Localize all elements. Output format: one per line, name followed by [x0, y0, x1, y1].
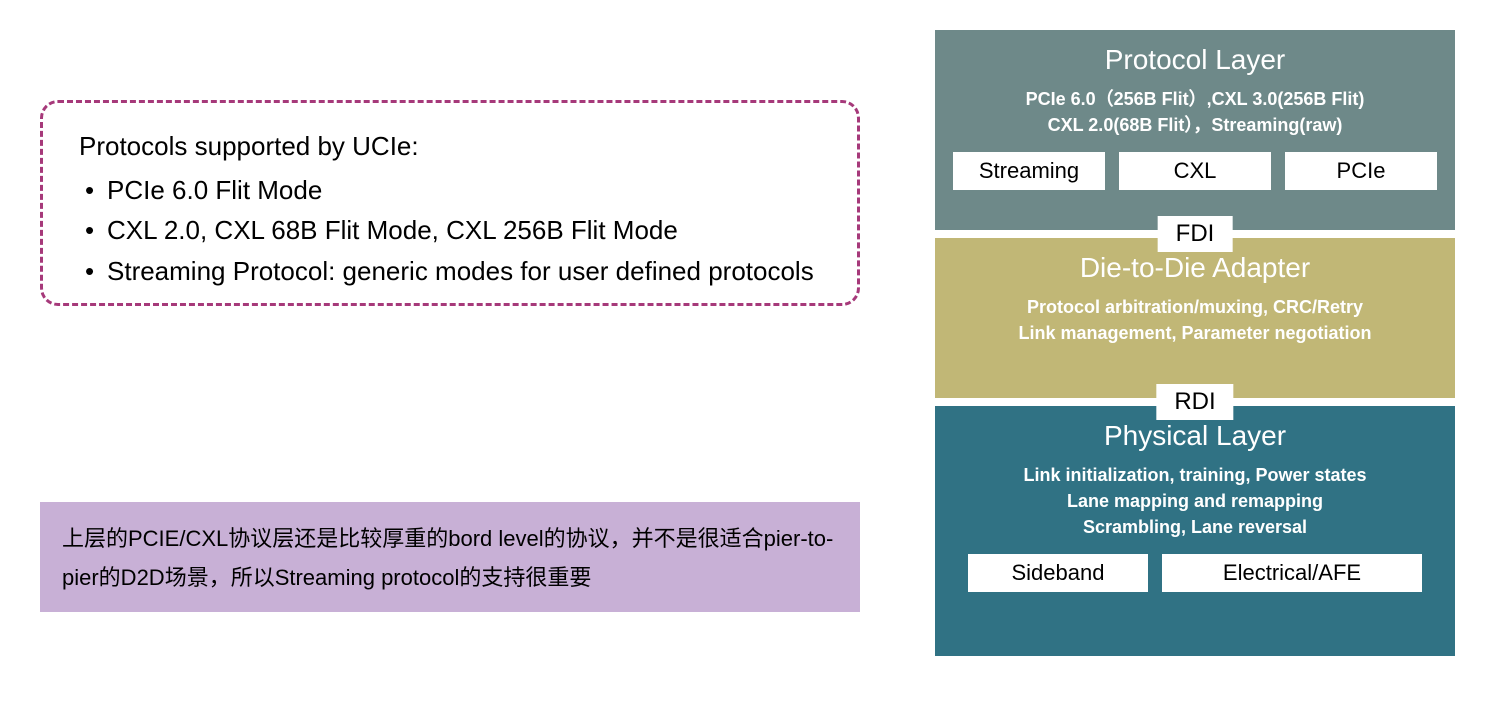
interface-tag: RDI: [1156, 384, 1233, 420]
left-column: Protocols supported by UCIe: PCIe 6.0 Fl…: [30, 0, 890, 709]
layer-subtitle: Link initialization, training, Power sta…: [953, 462, 1437, 540]
commentary-note: 上层的PCIE/CXL协议层还是比较厚重的bord level的协议，并不是很适…: [40, 502, 860, 612]
layer-title: Protocol Layer: [953, 44, 1437, 76]
protocols-title: Protocols supported by UCIe:: [79, 131, 821, 162]
layer-title: Die-to-Die Adapter: [953, 252, 1437, 284]
protocol-layer: Protocol Layer PCIe 6.0（256B Flit）,CXL 3.…: [935, 30, 1455, 230]
layer-pill: PCIe: [1285, 152, 1437, 190]
protocols-list-item: Streaming Protocol: generic modes for us…: [107, 251, 821, 291]
protocols-callout: Protocols supported by UCIe: PCIe 6.0 Fl…: [40, 100, 860, 306]
layer-title: Physical Layer: [953, 420, 1437, 452]
pill-row: Sideband Electrical/AFE: [953, 554, 1437, 592]
layer-pill: Sideband: [968, 554, 1148, 592]
interface-tag: FDI: [1158, 216, 1233, 252]
layer-subtitle: Protocol arbitration/muxing, CRC/RetryLi…: [953, 294, 1437, 346]
layer-pill: Streaming: [953, 152, 1105, 190]
commentary-text: 上层的PCIE/CXL协议层还是比较厚重的bord level的协议，并不是很适…: [62, 526, 833, 590]
protocols-list-item: PCIe 6.0 Flit Mode: [107, 170, 821, 210]
layer-pill: Electrical/AFE: [1162, 554, 1422, 592]
protocols-list: PCIe 6.0 Flit ModeCXL 2.0, CXL 68B Flit …: [79, 170, 821, 291]
layer-stack-diagram: Protocol Layer PCIe 6.0（256B Flit）,CXL 3.…: [935, 30, 1455, 664]
physical-layer: Physical Layer Link initialization, train…: [935, 406, 1455, 656]
pill-row: Streaming CXL PCIe: [953, 152, 1437, 190]
layer-pill: CXL: [1119, 152, 1271, 190]
layer-subtitle: PCIe 6.0（256B Flit）,CXL 3.0(256B Flit)CX…: [953, 86, 1437, 138]
d2d-adapter: Die-to-Die Adapter Protocol arbitration/m…: [935, 238, 1455, 398]
protocols-list-item: CXL 2.0, CXL 68B Flit Mode, CXL 256B Fli…: [107, 210, 821, 250]
